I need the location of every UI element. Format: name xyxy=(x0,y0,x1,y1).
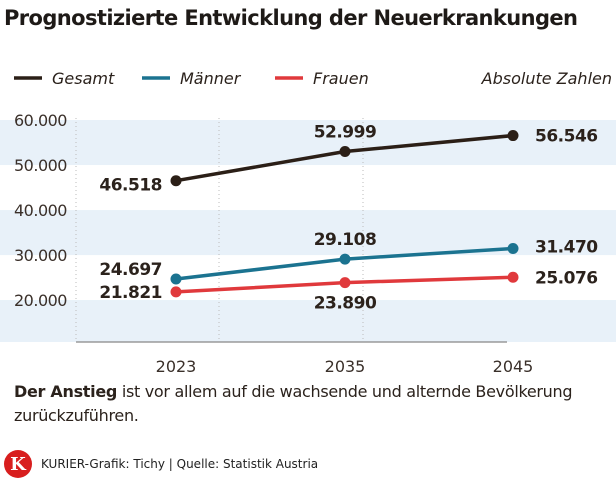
y-tick-label: 50.000 xyxy=(14,156,67,175)
data-label: 24.697 xyxy=(99,260,162,280)
legend-label: Frauen xyxy=(313,69,369,88)
grid-band xyxy=(0,300,616,342)
data-label: 46.518 xyxy=(99,176,162,196)
data-point xyxy=(170,273,182,285)
x-tick-label: 2023 xyxy=(156,357,197,376)
note-bold: Der Anstieg xyxy=(14,382,118,401)
x-tick-label: 2035 xyxy=(325,357,366,376)
data-point xyxy=(507,130,519,142)
note-text: ist vor allem auf die wachsende und alte… xyxy=(14,382,573,425)
data-point xyxy=(339,146,351,158)
unit-label: Absolute Zahlen xyxy=(481,69,612,88)
legend-label: Gesamt xyxy=(52,69,115,88)
kurier-logo: K xyxy=(4,450,32,478)
data-label: 29.108 xyxy=(314,230,377,250)
y-tick-label: 60.000 xyxy=(14,111,67,130)
chart-title: Prognostizierte Entwicklung der Neuerkra… xyxy=(4,6,578,30)
line-chart: 60.000 50.000 40.000 30.000 20.000 2023 2035 20… xyxy=(0,69,616,376)
data-point xyxy=(507,271,519,283)
y-tick-label: 20.000 xyxy=(14,291,67,310)
data-point xyxy=(170,286,182,298)
data-label: 23.890 xyxy=(314,294,377,314)
footer: K KURIER-Grafik: Tichy | Quelle: Statist… xyxy=(4,450,318,478)
chart-note: Der Anstieg ist vor allem auf die wachse… xyxy=(14,380,604,428)
y-tick-label: 40.000 xyxy=(14,201,67,220)
data-point xyxy=(170,175,182,187)
data-label: 52.999 xyxy=(314,123,377,143)
data-label: 21.821 xyxy=(99,283,162,303)
x-tick-label: 2045 xyxy=(493,357,534,376)
legend-label: Männer xyxy=(180,69,242,88)
data-point xyxy=(339,277,351,289)
data-point xyxy=(507,242,519,254)
data-label: 56.546 xyxy=(535,127,598,147)
data-label: 25.076 xyxy=(535,268,598,288)
data-point xyxy=(339,253,351,265)
footer-credit: KURIER-Grafik: Tichy | Quelle: Statistik… xyxy=(41,457,319,471)
data-label: 31.470 xyxy=(535,237,598,257)
y-tick-label: 30.000 xyxy=(14,246,67,265)
grid-band xyxy=(0,210,616,256)
